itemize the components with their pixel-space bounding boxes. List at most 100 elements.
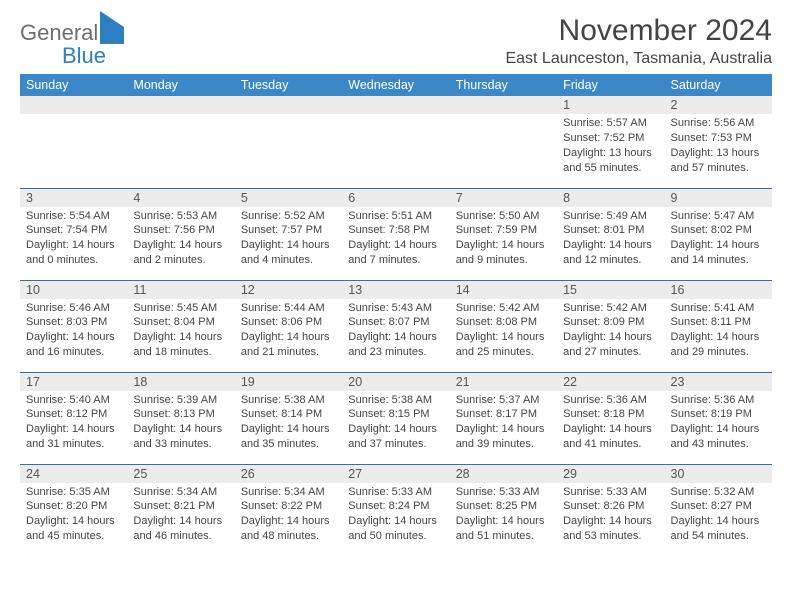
calendar-day-cell: 18Sunrise: 5:39 AMSunset: 8:13 PMDayligh… [127, 372, 234, 464]
sunrise-text: Sunrise: 5:53 AM [133, 209, 228, 224]
sunset-text: Sunset: 7:54 PM [26, 223, 121, 238]
sunrise-text: Sunrise: 5:33 AM [348, 485, 443, 500]
daylight-text: Daylight: 14 hours and 54 minutes. [671, 514, 766, 544]
sunset-text: Sunset: 8:20 PM [26, 499, 121, 514]
daylight-text: Daylight: 14 hours and 48 minutes. [241, 514, 336, 544]
daylight-text: Daylight: 14 hours and 18 minutes. [133, 330, 228, 360]
sunset-text: Sunset: 8:12 PM [26, 407, 121, 422]
day-details [450, 114, 557, 120]
sunrise-text: Sunrise: 5:47 AM [671, 209, 766, 224]
daylight-text: Daylight: 13 hours and 57 minutes. [671, 146, 766, 176]
day-details: Sunrise: 5:52 AMSunset: 7:57 PMDaylight:… [235, 207, 342, 272]
calendar-day-cell: 8Sunrise: 5:49 AMSunset: 8:01 PMDaylight… [557, 188, 664, 280]
sunset-text: Sunset: 8:24 PM [348, 499, 443, 514]
day-number: 19 [235, 373, 342, 391]
sunset-text: Sunset: 8:06 PM [241, 315, 336, 330]
day-details: Sunrise: 5:54 AMSunset: 7:54 PMDaylight:… [20, 207, 127, 272]
day-number: 5 [235, 189, 342, 207]
sunset-text: Sunset: 7:58 PM [348, 223, 443, 238]
daylight-text: Daylight: 14 hours and 0 minutes. [26, 238, 121, 268]
day-number: 26 [235, 465, 342, 483]
day-details: Sunrise: 5:41 AMSunset: 8:11 PMDaylight:… [665, 299, 772, 364]
calendar-day-cell: 29Sunrise: 5:33 AMSunset: 8:26 PMDayligh… [557, 464, 664, 556]
calendar-day-cell: 23Sunrise: 5:36 AMSunset: 8:19 PMDayligh… [665, 372, 772, 464]
sunrise-text: Sunrise: 5:40 AM [26, 393, 121, 408]
daylight-text: Daylight: 14 hours and 31 minutes. [26, 422, 121, 452]
calendar-day-cell [342, 96, 449, 188]
day-details: Sunrise: 5:34 AMSunset: 8:21 PMDaylight:… [127, 483, 234, 548]
sunrise-text: Sunrise: 5:45 AM [133, 301, 228, 316]
calendar-day-cell: 9Sunrise: 5:47 AMSunset: 8:02 PMDaylight… [665, 188, 772, 280]
logo: General Blue [20, 22, 124, 68]
sunrise-text: Sunrise: 5:34 AM [133, 485, 228, 500]
daylight-text: Daylight: 14 hours and 4 minutes. [241, 238, 336, 268]
calendar-day-cell [127, 96, 234, 188]
sunset-text: Sunset: 8:21 PM [133, 499, 228, 514]
daylight-text: Daylight: 14 hours and 21 minutes. [241, 330, 336, 360]
sunset-text: Sunset: 8:25 PM [456, 499, 551, 514]
sunrise-text: Sunrise: 5:51 AM [348, 209, 443, 224]
calendar-table: Sunday Monday Tuesday Wednesday Thursday… [20, 74, 772, 556]
sunrise-text: Sunrise: 5:32 AM [671, 485, 766, 500]
calendar-week-row: 24Sunrise: 5:35 AMSunset: 8:20 PMDayligh… [20, 464, 772, 556]
daylight-text: Daylight: 14 hours and 29 minutes. [671, 330, 766, 360]
sunrise-text: Sunrise: 5:57 AM [563, 116, 658, 131]
weekday-header: Friday [557, 74, 664, 96]
day-number: 29 [557, 465, 664, 483]
daylight-text: Daylight: 14 hours and 39 minutes. [456, 422, 551, 452]
sunset-text: Sunset: 8:11 PM [671, 315, 766, 330]
month-title: November 2024 [505, 14, 772, 48]
calendar-day-cell [450, 96, 557, 188]
day-number: 15 [557, 281, 664, 299]
day-number [450, 96, 557, 114]
location-label: East Launceston, Tasmania, Australia [505, 50, 772, 68]
calendar-day-cell: 26Sunrise: 5:34 AMSunset: 8:22 PMDayligh… [235, 464, 342, 556]
day-number [20, 96, 127, 114]
calendar-day-cell: 25Sunrise: 5:34 AMSunset: 8:21 PMDayligh… [127, 464, 234, 556]
day-details: Sunrise: 5:42 AMSunset: 8:08 PMDaylight:… [450, 299, 557, 364]
calendar-week-row: 17Sunrise: 5:40 AMSunset: 8:12 PMDayligh… [20, 372, 772, 464]
day-number: 9 [665, 189, 772, 207]
day-number: 14 [450, 281, 557, 299]
calendar-day-cell: 6Sunrise: 5:51 AMSunset: 7:58 PMDaylight… [342, 188, 449, 280]
sunset-text: Sunset: 8:02 PM [671, 223, 766, 238]
page-header: General Blue November 2024 East Launcest… [20, 14, 772, 68]
day-number: 4 [127, 189, 234, 207]
day-details: Sunrise: 5:36 AMSunset: 8:18 PMDaylight:… [557, 391, 664, 456]
day-details: Sunrise: 5:51 AMSunset: 7:58 PMDaylight:… [342, 207, 449, 272]
daylight-text: Daylight: 14 hours and 41 minutes. [563, 422, 658, 452]
day-number: 20 [342, 373, 449, 391]
day-details: Sunrise: 5:46 AMSunset: 8:03 PMDaylight:… [20, 299, 127, 364]
calendar-day-cell: 17Sunrise: 5:40 AMSunset: 8:12 PMDayligh… [20, 372, 127, 464]
daylight-text: Daylight: 14 hours and 43 minutes. [671, 422, 766, 452]
day-details [235, 114, 342, 120]
day-details [127, 114, 234, 120]
calendar-day-cell: 3Sunrise: 5:54 AMSunset: 7:54 PMDaylight… [20, 188, 127, 280]
calendar-day-cell: 19Sunrise: 5:38 AMSunset: 8:14 PMDayligh… [235, 372, 342, 464]
sunrise-text: Sunrise: 5:36 AM [563, 393, 658, 408]
day-number: 16 [665, 281, 772, 299]
weekday-header: Thursday [450, 74, 557, 96]
calendar-day-cell: 11Sunrise: 5:45 AMSunset: 8:04 PMDayligh… [127, 280, 234, 372]
sunset-text: Sunset: 8:04 PM [133, 315, 228, 330]
day-details: Sunrise: 5:33 AMSunset: 8:24 PMDaylight:… [342, 483, 449, 548]
weekday-header-row: Sunday Monday Tuesday Wednesday Thursday… [20, 74, 772, 96]
day-details: Sunrise: 5:32 AMSunset: 8:27 PMDaylight:… [665, 483, 772, 548]
weekday-header: Monday [127, 74, 234, 96]
day-number [342, 96, 449, 114]
calendar-day-cell: 13Sunrise: 5:43 AMSunset: 8:07 PMDayligh… [342, 280, 449, 372]
sunset-text: Sunset: 8:14 PM [241, 407, 336, 422]
sunrise-text: Sunrise: 5:35 AM [26, 485, 121, 500]
calendar-day-cell: 16Sunrise: 5:41 AMSunset: 8:11 PMDayligh… [665, 280, 772, 372]
daylight-text: Daylight: 14 hours and 37 minutes. [348, 422, 443, 452]
calendar-day-cell: 1Sunrise: 5:57 AMSunset: 7:52 PMDaylight… [557, 96, 664, 188]
sunrise-text: Sunrise: 5:38 AM [241, 393, 336, 408]
calendar-week-row: 3Sunrise: 5:54 AMSunset: 7:54 PMDaylight… [20, 188, 772, 280]
daylight-text: Daylight: 14 hours and 33 minutes. [133, 422, 228, 452]
sunrise-text: Sunrise: 5:54 AM [26, 209, 121, 224]
sunset-text: Sunset: 8:17 PM [456, 407, 551, 422]
calendar-day-cell: 21Sunrise: 5:37 AMSunset: 8:17 PMDayligh… [450, 372, 557, 464]
day-number: 30 [665, 465, 772, 483]
sunset-text: Sunset: 7:59 PM [456, 223, 551, 238]
day-details: Sunrise: 5:43 AMSunset: 8:07 PMDaylight:… [342, 299, 449, 364]
